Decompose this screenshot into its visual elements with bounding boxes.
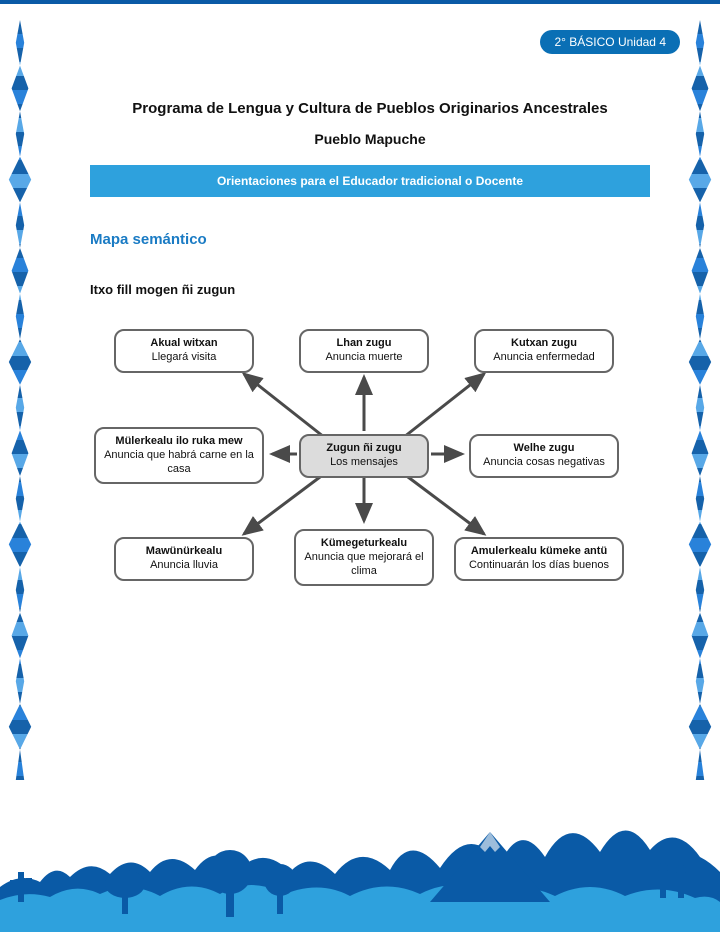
node-center: Zugun ñi zugu Los mensajes: [299, 434, 429, 478]
node-tc-title: Lhan zugu: [309, 337, 419, 351]
program-subtitle: Pueblo Mapuche: [90, 131, 650, 147]
node-tl-title: Akual witxan: [124, 337, 244, 351]
node-bc-title: Kümegeturkealu: [304, 537, 424, 551]
border-top: [0, 0, 720, 4]
decorative-border-right: [686, 20, 714, 780]
node-bl-title: Mawünürkealu: [124, 545, 244, 559]
node-tl-sub: Llegará visita: [152, 351, 217, 363]
node-ml-title: Mülerkealu ilo ruka mew: [104, 435, 254, 449]
node-mr-sub: Anuncia cosas negativas: [483, 456, 605, 468]
node-br-title: Amulerkealu kümeke antü: [464, 545, 614, 559]
diagram-title: Itxo fill mogen ñi zugun: [90, 282, 650, 297]
decorative-bottom-landscape: [0, 802, 720, 932]
unit-badge: 2° BÁSICO Unidad 4: [540, 30, 680, 54]
node-bc-sub: Anuncia que mejorará el clima: [304, 551, 423, 577]
node-mid-left: Mülerkealu ilo ruka mew Anuncia que habr…: [94, 427, 264, 484]
node-tr-title: Kutxan zugu: [484, 337, 604, 351]
node-mr-title: Welhe zugu: [479, 442, 609, 456]
node-top-right: Kutxan zugu Anuncia enfermedad: [474, 329, 614, 373]
program-title: Programa de Lengua y Cultura de Pueblos …: [90, 100, 650, 117]
node-tc-sub: Anuncia muerte: [325, 351, 402, 363]
node-top-center: Lhan zugu Anuncia muerte: [299, 329, 429, 373]
node-bl-sub: Anuncia lluvia: [150, 559, 218, 571]
node-top-left: Akual witxan Llegará visita: [114, 329, 254, 373]
node-bottom-center: Kümegeturkealu Anuncia que mejorará el c…: [294, 529, 434, 586]
orientation-banner: Orientaciones para el Educador tradicion…: [90, 165, 650, 197]
decorative-border-left: [6, 20, 34, 780]
section-title: Mapa semántico: [90, 231, 650, 248]
node-center-sub: Los mensajes: [330, 456, 398, 468]
node-bottom-right: Amulerkealu kümeke antü Continuarán los …: [454, 537, 624, 581]
node-ml-sub: Anuncia que habrá carne en la casa: [104, 449, 254, 475]
node-center-title: Zugun ñi zugu: [309, 442, 419, 456]
node-mid-right: Welhe zugu Anuncia cosas negativas: [469, 434, 619, 478]
semantic-map-diagram: Zugun ñi zugu Los mensajes Akual witxan …: [84, 319, 624, 599]
node-bottom-left: Mawünürkealu Anuncia lluvia: [114, 537, 254, 581]
node-br-sub: Continuarán los días buenos: [469, 559, 609, 571]
page-content: Programa de Lengua y Cultura de Pueblos …: [90, 100, 650, 599]
node-tr-sub: Anuncia enfermedad: [493, 351, 595, 363]
